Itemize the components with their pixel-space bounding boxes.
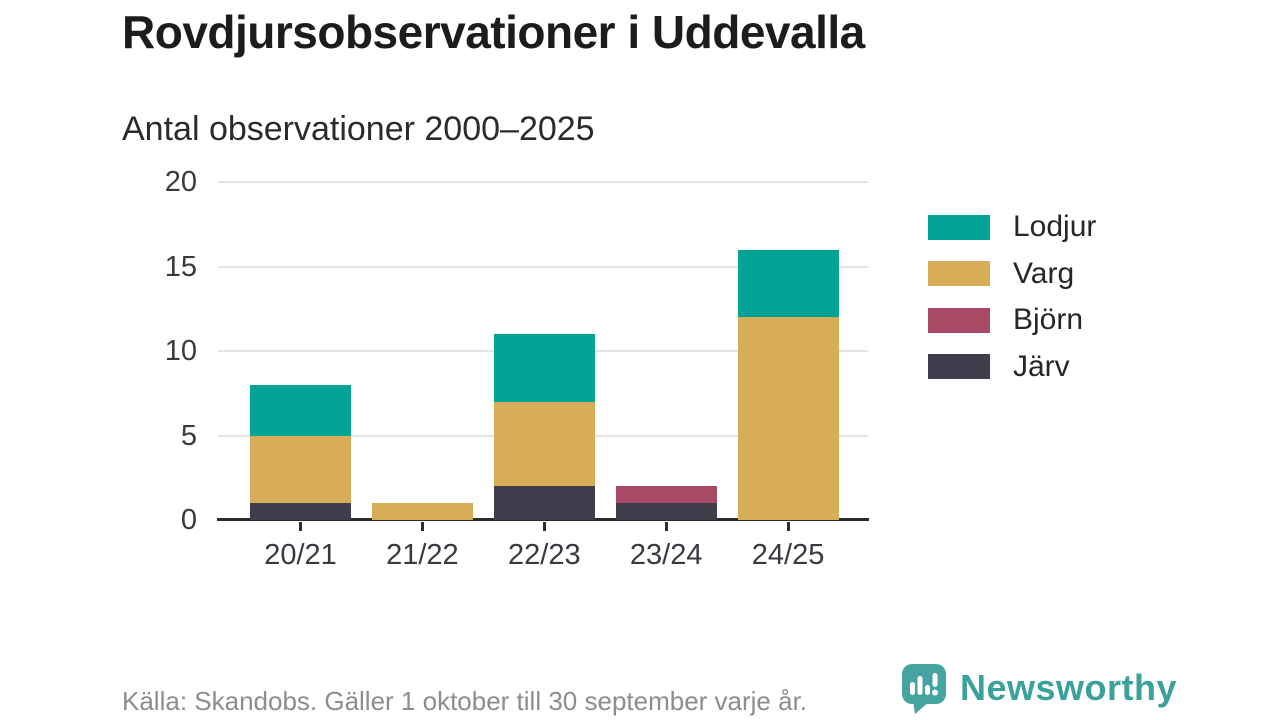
legend-swatch — [928, 261, 990, 287]
bar-segment-järv-22-23 — [493, 486, 595, 520]
legend-item-björn: Björn — [928, 297, 1096, 344]
y-axis-tick-label: 0 — [180, 504, 197, 536]
bar-segment-varg-24-25 — [737, 317, 839, 520]
y-axis-tick-label: 20 — [164, 166, 197, 198]
legend-item-lodjur: Lodjur — [928, 204, 1096, 251]
gridline-20 — [218, 181, 868, 183]
page-title: Rovdjursobservationer i Uddevalla — [122, 6, 865, 58]
x-axis-tick-label: 23/24 — [629, 539, 703, 571]
legend-label: Björn — [1013, 303, 1084, 337]
bar-segment-varg-21-22 — [371, 503, 473, 520]
x-axis-tick-label: 22/23 — [508, 539, 581, 571]
y-axis-tick-label: 10 — [164, 335, 197, 367]
bar-segment-järv-20-21 — [250, 503, 351, 520]
bar-segment-varg-22-23 — [493, 401, 595, 487]
y-axis-tick-label: 5 — [180, 419, 197, 452]
x-axis-tick-label: 21/22 — [386, 539, 459, 571]
bar-segment-lodjur-20-21 — [250, 384, 351, 436]
x-axis-tick-label: 24/25 — [751, 539, 825, 571]
bar-segment-varg-20-21 — [250, 435, 351, 504]
bar-segment-björn-23-24 — [615, 486, 717, 504]
legend-item-järv: Järv — [928, 344, 1096, 391]
x-axis-tick — [542, 522, 546, 531]
legend: Lodjur Varg Björn Järv — [928, 204, 1096, 390]
legend-label: Varg — [1013, 256, 1075, 290]
legend-label: Järv — [1013, 349, 1070, 383]
bar-segment-järv-23-24 — [615, 503, 717, 520]
footer-source: Källa: Skandobs. Gäller 1 oktober till 3… — [122, 686, 808, 716]
legend-swatch — [928, 354, 990, 380]
bar-segment-lodjur-22-23 — [493, 334, 595, 402]
bar-segment-lodjur-24-25 — [737, 249, 839, 318]
legend-swatch — [928, 214, 990, 240]
y-axis-tick-label: 15 — [164, 250, 197, 283]
x-axis-tick — [664, 522, 668, 531]
legend-swatch — [928, 307, 990, 333]
x-axis-tick — [299, 522, 302, 531]
x-axis-tick — [786, 522, 790, 531]
chart-subtitle: Antal observationer 2000–2025 — [122, 110, 595, 148]
newsworthy-logo: Newsworthy — [902, 664, 1177, 714]
legend-label: Lodjur — [1013, 210, 1097, 244]
gridline-15 — [218, 265, 868, 268]
speech-bubble-chart-icon — [902, 664, 946, 714]
x-axis-tick-label: 20/21 — [264, 539, 337, 571]
x-axis-tick — [420, 522, 424, 531]
legend-item-varg: Varg — [928, 251, 1096, 298]
brand-wordmark: Newsworthy — [960, 667, 1178, 708]
